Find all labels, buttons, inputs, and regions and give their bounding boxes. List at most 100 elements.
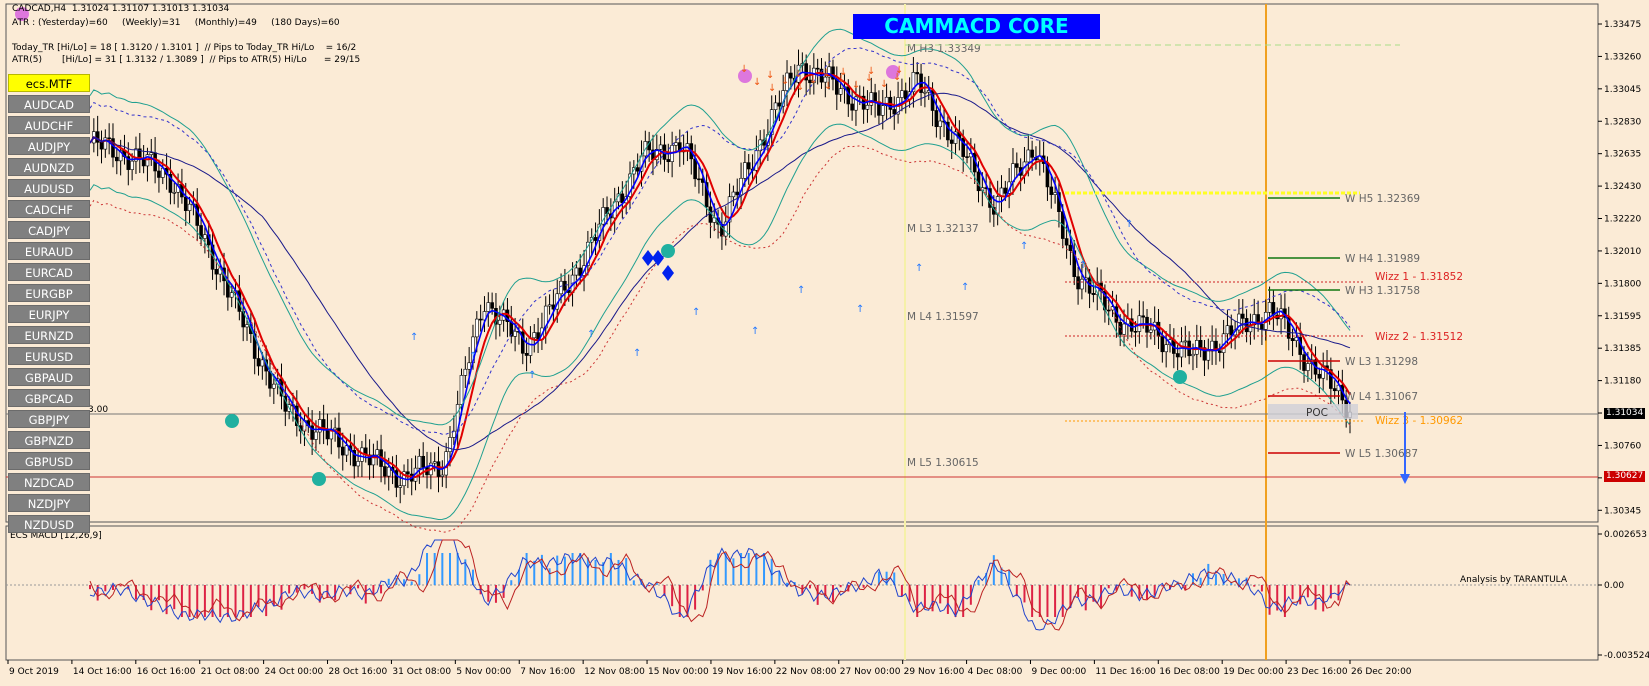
symbol-button-gbpnzd[interactable]: GBPNZD (8, 430, 90, 449)
macd-bar (525, 553, 528, 585)
time-tick-label: 31 Oct 08:00 (392, 667, 451, 677)
up-arrow-icon: ↑ (961, 282, 969, 293)
candle-body (850, 103, 854, 111)
macd-bar (831, 585, 834, 603)
candle-body (1191, 353, 1195, 357)
macd-bar (180, 585, 183, 617)
poc-label: POC (1306, 407, 1328, 419)
symbol-button-audchf[interactable]: AUDCHF (8, 115, 90, 135)
down-arrow-icon: ↓ (893, 72, 901, 83)
monthly-level-label: M H3 1.33349 (907, 43, 981, 55)
macd-histogram (89, 553, 1340, 617)
symbol-button-audnzd[interactable]: AUDNZD (8, 157, 90, 177)
candle-body (1175, 353, 1180, 358)
candle-body (183, 196, 188, 211)
symbol-button-nzdusd[interactable]: NZDUSD (8, 514, 90, 533)
symbol-button-eurgbp[interactable]: EURGBP (8, 283, 90, 303)
candle-body (1064, 238, 1069, 246)
macd-bar (908, 585, 911, 602)
macd-bar (962, 585, 965, 617)
candle-body (103, 137, 108, 150)
price-tick-label: 1.31180 (1604, 377, 1641, 387)
symbol-button-eurusd[interactable]: EURUSD (8, 346, 90, 365)
symbol-button-gbpaud[interactable]: GBPAUD (8, 367, 90, 386)
macd-bar (288, 585, 291, 594)
symbol-button-gbpusd[interactable]: GBPUSD (8, 451, 90, 470)
macd-bar (1191, 573, 1194, 585)
macd-bar (134, 585, 137, 600)
symbol-button-eurjpy[interactable]: EURJPY (8, 304, 90, 324)
macd-bar (770, 558, 773, 585)
symbol-button-cadjpy[interactable]: CADJPY (8, 220, 90, 240)
wizz-level-label: Wizz 1 - 1.31852 (1375, 271, 1463, 283)
macd-bar (1077, 585, 1080, 597)
candle-body (256, 358, 261, 367)
bollinger-upper (89, 28, 1351, 426)
symbol-button-nzdcad[interactable]: NZDCAD (8, 472, 90, 491)
candle-body (340, 446, 345, 456)
down-arrow-icon: ↓ (867, 66, 875, 77)
candle-body (823, 76, 828, 83)
symbol-button-audcad[interactable]: AUDCAD (8, 94, 90, 114)
time-tick-label: 9 Oct 2019 (9, 667, 59, 677)
macd-bar (985, 573, 988, 585)
candle-body (934, 110, 939, 128)
candle-body (1267, 302, 1272, 313)
candle-body (547, 304, 552, 307)
price-tick-label: 1.33260 (1604, 52, 1641, 62)
candle-body (1030, 149, 1034, 158)
candle-body (528, 337, 533, 356)
weekly-level-label: W H3 1.31758 (1345, 285, 1420, 297)
symbol-button-nzdjpy[interactable]: NZDJPY (8, 493, 90, 512)
down-arrow-icon: ↓ (768, 83, 776, 94)
down-arrow-icon: ↓ (766, 70, 774, 81)
candle-body (785, 72, 789, 91)
symbol-button-gbpjpy[interactable]: GBPJPY (8, 409, 90, 428)
macd-tick-label: 0.00 (1604, 581, 1624, 591)
candle-body (115, 156, 119, 162)
macd-bar (1276, 585, 1279, 611)
symbol-button-cadchf[interactable]: CADCHF (8, 199, 90, 219)
macd-bar (1138, 585, 1141, 599)
symbol-button-audusd[interactable]: AUDUSD (8, 178, 90, 198)
down-arrow-icon: ↓ (740, 64, 748, 75)
symbol-button-euraud[interactable]: EURAUD (8, 241, 90, 261)
candle-body (203, 234, 207, 239)
candle-body (157, 170, 161, 178)
macd-bar (1169, 585, 1171, 590)
down-arrow-icon: ↓ (794, 69, 802, 80)
macd-bar (1222, 573, 1225, 585)
macd-bar (1046, 585, 1049, 617)
price-tick-label: 1.31595 (1604, 312, 1641, 322)
symbol-button-active[interactable]: ecs.MTF (8, 74, 90, 93)
up-arrow-icon: ↑ (633, 348, 641, 359)
candle-body (1332, 388, 1337, 392)
monthly-level-label: M L5 1.30615 (907, 457, 979, 469)
symbol-button-audjpy[interactable]: AUDJPY (8, 136, 90, 156)
macd-bar (893, 572, 896, 585)
symbol-line: CADCAD,H4 1.31024 1.31107 1.31013 1.3103… (12, 4, 230, 14)
macd-bar (387, 578, 390, 585)
blue-diamond (642, 250, 654, 266)
symbol-button-eurcad[interactable]: EURCAD (8, 262, 90, 282)
candle-body (1202, 347, 1207, 361)
candle-body (1260, 323, 1264, 330)
symbol-button-eurnzd[interactable]: EURNZD (8, 325, 90, 344)
candle-body (1122, 323, 1126, 335)
macd-bar (257, 585, 260, 608)
wizz-level-label: Wizz 3 - 1.30962 (1375, 415, 1463, 427)
time-tick-label: 12 Nov 08:00 (584, 667, 645, 677)
current-price-tag: 1.31034 (1604, 408, 1646, 419)
macd-bar (694, 585, 697, 610)
candle-body (723, 221, 728, 237)
up-arrow-icon: ↑ (410, 332, 418, 343)
symbol-button-gbpcad[interactable]: GBPCAD (8, 388, 90, 407)
candle-body (1080, 278, 1084, 290)
macd-bar (280, 585, 283, 610)
candle-body (459, 375, 464, 405)
macd-bar (1329, 585, 1332, 599)
macd-bar (403, 579, 406, 585)
price-tick-label: 1.32430 (1604, 182, 1641, 192)
macd-bar (724, 553, 727, 585)
